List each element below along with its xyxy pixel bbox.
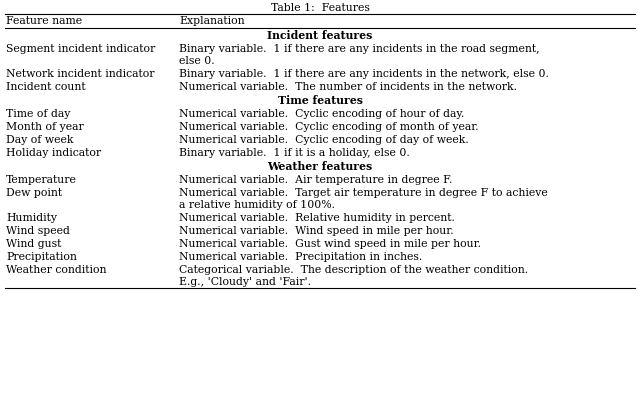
Text: Precipitation: Precipitation xyxy=(6,252,77,262)
Text: Table 1:  Features: Table 1: Features xyxy=(271,3,369,13)
Text: Categorical variable.  The description of the weather condition.
E.g., 'Cloudy' : Categorical variable. The description of… xyxy=(179,265,528,286)
Text: Incident count: Incident count xyxy=(6,82,86,92)
Text: Binary variable.  1 if it is a holiday, else 0.: Binary variable. 1 if it is a holiday, e… xyxy=(179,148,410,158)
Text: Humidity: Humidity xyxy=(6,213,57,223)
Text: Binary variable.  1 if there are any incidents in the network, else 0.: Binary variable. 1 if there are any inci… xyxy=(179,69,549,79)
Text: Segment incident indicator: Segment incident indicator xyxy=(6,44,156,54)
Text: Weather features: Weather features xyxy=(268,161,372,172)
Text: Numerical variable.  Air temperature in degree F.: Numerical variable. Air temperature in d… xyxy=(179,175,452,185)
Text: Day of week: Day of week xyxy=(6,135,74,145)
Text: Incident features: Incident features xyxy=(268,30,372,41)
Text: Numerical variable.  Wind speed in mile per hour.: Numerical variable. Wind speed in mile p… xyxy=(179,226,454,236)
Text: Numerical variable.  The number of incidents in the network.: Numerical variable. The number of incide… xyxy=(179,82,517,92)
Text: Dew point: Dew point xyxy=(6,188,62,198)
Text: Numerical variable.  Relative humidity in percent.: Numerical variable. Relative humidity in… xyxy=(179,213,455,223)
Text: Numerical variable.  Precipitation in inches.: Numerical variable. Precipitation in inc… xyxy=(179,252,422,262)
Text: Binary variable.  1 if there are any incidents in the road segment,
else 0.: Binary variable. 1 if there are any inci… xyxy=(179,44,540,66)
Text: Numerical variable.  Gust wind speed in mile per hour.: Numerical variable. Gust wind speed in m… xyxy=(179,239,481,249)
Text: Wind speed: Wind speed xyxy=(6,226,70,236)
Text: Numerical variable.  Target air temperature in degree F to achieve
a relative hu: Numerical variable. Target air temperatu… xyxy=(179,188,548,209)
Text: Numerical variable.  Cyclic encoding of hour of day.: Numerical variable. Cyclic encoding of h… xyxy=(179,109,465,119)
Text: Time of day: Time of day xyxy=(6,109,70,119)
Text: Numerical variable.  Cyclic encoding of month of year.: Numerical variable. Cyclic encoding of m… xyxy=(179,122,479,132)
Text: Time features: Time features xyxy=(278,95,362,106)
Text: Numerical variable.  Cyclic encoding of day of week.: Numerical variable. Cyclic encoding of d… xyxy=(179,135,468,145)
Text: Month of year: Month of year xyxy=(6,122,84,132)
Text: Holiday indicator: Holiday indicator xyxy=(6,148,101,158)
Text: Weather condition: Weather condition xyxy=(6,265,106,275)
Text: Wind gust: Wind gust xyxy=(6,239,61,249)
Text: Feature name: Feature name xyxy=(6,16,82,26)
Text: Explanation: Explanation xyxy=(179,16,244,26)
Text: Network incident indicator: Network incident indicator xyxy=(6,69,154,79)
Text: Temperature: Temperature xyxy=(6,175,77,185)
